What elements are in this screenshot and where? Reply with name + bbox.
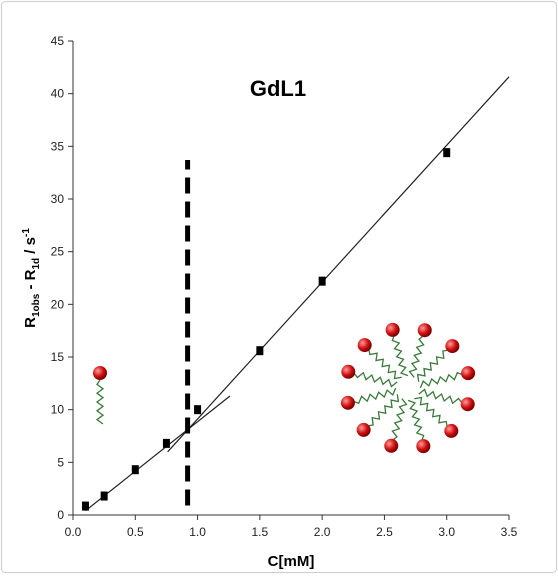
y-tick-label: 20 [51, 297, 65, 311]
data-point [100, 491, 108, 501]
tail [95, 379, 105, 425]
x-tick-label: 3.0 [438, 525, 455, 539]
head [460, 397, 475, 412]
tail [391, 398, 408, 441]
tail [408, 335, 425, 378]
y-label-part: / s [22, 237, 39, 258]
y-label-sub: 1obs [31, 293, 42, 317]
y-label-sup: -1 [21, 228, 32, 237]
y-tick-label: 0 [57, 508, 64, 522]
y-label-part: R [22, 317, 39, 328]
tail [391, 335, 409, 377]
head [416, 439, 431, 454]
chart-title: GdL1 [250, 76, 306, 101]
head [93, 366, 107, 380]
y-tick-label: 15 [51, 350, 65, 364]
tail [407, 399, 425, 441]
head [357, 338, 372, 353]
fit-line [85, 395, 231, 512]
tail [368, 349, 402, 380]
y-tick-label: 25 [51, 245, 65, 259]
tail [353, 371, 398, 388]
y-tick-label: 10 [51, 403, 65, 417]
x-axis-label: C[mM] [268, 553, 315, 570]
head [340, 395, 355, 410]
y-label-part: - R [22, 269, 39, 293]
micelle-illustration [93, 322, 476, 454]
head [341, 364, 356, 379]
y-axis-label: R1obs - R1d / s-1 [21, 228, 42, 328]
data-point [318, 276, 326, 286]
fit-line [167, 76, 510, 453]
x-tick-label: 1.0 [189, 525, 206, 539]
data-point [443, 148, 451, 158]
x-tick-label: 2.0 [314, 525, 331, 539]
x-tick-label: 1.5 [252, 525, 269, 539]
x-tick-label: 0.5 [127, 525, 144, 539]
head [417, 323, 432, 338]
data-point [162, 438, 170, 448]
x-tick-label: 0.0 [65, 525, 82, 539]
head [461, 366, 476, 381]
tail [367, 394, 400, 427]
data-point [131, 465, 139, 475]
head [384, 438, 399, 453]
data-point [194, 405, 202, 415]
tail [353, 387, 397, 405]
head [445, 339, 460, 354]
head [356, 422, 371, 437]
data-point [256, 346, 264, 356]
tail [414, 396, 448, 427]
y-tick-label: 30 [51, 192, 65, 206]
y-tick-label: 5 [57, 455, 64, 469]
head [385, 322, 400, 337]
y-label-sub: 1d [31, 258, 42, 270]
data-point [81, 501, 89, 511]
tail [418, 388, 463, 405]
x-tick-label: 2.5 [376, 525, 393, 539]
y-tick-label: 40 [51, 87, 65, 101]
tail [419, 371, 463, 389]
y-tick-label: 35 [51, 139, 65, 153]
tail [416, 349, 449, 382]
head [444, 423, 459, 438]
y-tick-label: 45 [51, 34, 65, 48]
x-tick-label: 3.5 [501, 525, 518, 539]
